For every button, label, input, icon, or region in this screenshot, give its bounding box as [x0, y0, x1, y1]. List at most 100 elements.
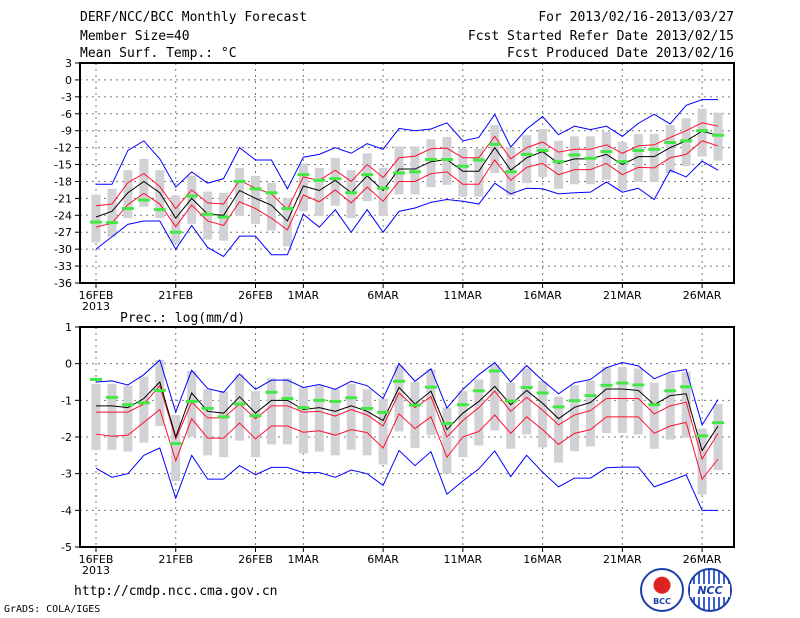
x-tick-label: 16MAR: [523, 289, 562, 302]
observed-marker: [345, 191, 358, 195]
ensemble-box: [266, 378, 276, 445]
ensemble-box: [378, 167, 388, 216]
ensemble-box: [570, 136, 579, 185]
x-tick-label: 21MAR: [603, 289, 642, 302]
bcc-logo-text: BCC: [653, 597, 671, 606]
observed-marker: [424, 385, 437, 389]
y-tick-label: -2: [61, 431, 72, 444]
observed-marker: [504, 170, 517, 174]
observed-marker: [568, 399, 581, 403]
ncc-logo: NCC: [688, 568, 732, 612]
y-tick-label: -5: [61, 541, 72, 554]
observed-marker: [201, 406, 214, 410]
observed-marker: [472, 389, 485, 393]
x-tick-label: 1MAR: [288, 553, 320, 566]
upper-spread-line: [96, 384, 719, 461]
ensemble-box: [298, 387, 308, 454]
lower-spread-line: [95, 140, 719, 231]
observed-marker: [584, 156, 597, 160]
observed-marker: [536, 391, 549, 395]
observed-marker: [249, 187, 262, 191]
ensemble-mean-line: [96, 381, 719, 452]
ensemble-box: [601, 131, 611, 180]
x-tick-label: 11MAR: [444, 289, 483, 302]
x-tick-label: 21FEB: [158, 289, 193, 302]
source-url[interactable]: http://cmdp.ncc.cma.gov.cn: [74, 584, 278, 599]
x-tick-label: 16MAR: [523, 553, 562, 566]
ensemble-box: [506, 382, 516, 449]
observed-marker: [440, 157, 453, 161]
ensemble-box: [410, 382, 420, 448]
observed-marker: [536, 148, 549, 152]
ensemble-box: [330, 389, 340, 456]
observed-marker: [105, 221, 118, 225]
observed-marker: [600, 150, 613, 154]
y-tick-label: -3: [61, 91, 72, 104]
y-tick-label: -30: [54, 243, 72, 256]
ensemble-box: [155, 360, 165, 426]
ensemble-box: [458, 148, 468, 197]
observed-marker: [616, 160, 629, 164]
x-tick-label: 26FEB: [238, 553, 273, 566]
observed-marker: [201, 212, 214, 216]
observed-marker: [265, 191, 278, 195]
ensemble-box: [107, 383, 117, 450]
observed-marker: [105, 395, 118, 399]
y-tick-label: 0: [65, 74, 72, 87]
ensemble-box: [282, 198, 292, 247]
ncc-logo-text: NCC: [690, 584, 730, 597]
observed-marker: [680, 139, 693, 143]
observed-marker: [648, 403, 661, 407]
observed-marker: [456, 164, 469, 168]
min-line: [95, 447, 719, 511]
x-tick-label: 6MAR: [367, 289, 399, 302]
x-tick-label: 11MAR: [444, 553, 483, 566]
ensemble-box: [171, 415, 181, 481]
x-tick-label: 21FEB: [158, 553, 193, 566]
observed-marker: [361, 173, 374, 177]
ensemble-box: [617, 366, 627, 433]
observed-marker: [265, 390, 278, 394]
observed-marker: [249, 414, 262, 418]
observed-marker: [169, 230, 182, 234]
refer-date: Fcst Started Refer Date 2013/02/15: [467, 29, 734, 44]
ensemble-box: [490, 364, 500, 431]
ensemble-box: [330, 157, 340, 206]
lower-spread-line: [95, 408, 719, 481]
observed-marker: [121, 207, 134, 211]
ensemble-box: [426, 139, 436, 188]
observed-marker: [488, 369, 501, 373]
ensemble-box: [235, 374, 245, 441]
ensemble-box: [633, 134, 643, 183]
observed-marker: [90, 220, 102, 224]
max-line: [96, 99, 719, 190]
ensemble-mean-line: [95, 130, 719, 222]
y-tick-label: -36: [54, 277, 72, 290]
y-tick-label: 3: [65, 57, 72, 70]
ensemble-box: [282, 378, 292, 445]
ensemble-box: [474, 379, 484, 446]
observed-marker: [377, 186, 390, 190]
ensemble-box: [585, 380, 595, 447]
observed-marker: [329, 177, 342, 181]
observed-marker: [696, 434, 709, 438]
ensemble-box: [665, 125, 675, 173]
y-tick-label: -21: [54, 192, 72, 205]
ensemble-box: [187, 371, 197, 437]
ensemble-box: [649, 134, 659, 183]
observed-marker: [712, 133, 725, 137]
observed-marker: [568, 153, 581, 157]
y-tick-label: -24: [54, 209, 72, 222]
observed-marker: [297, 406, 310, 410]
observed-marker: [281, 397, 294, 400]
grads-credit: GrADS: COLA/IGES: [4, 604, 101, 615]
observed-marker: [393, 171, 406, 175]
ensemble-box: [91, 383, 101, 450]
observed-marker: [345, 396, 358, 400]
ensemble-box: [123, 170, 133, 219]
observed-marker: [153, 208, 166, 212]
plot-frame: [79, 62, 735, 284]
year-label: 2013: [82, 300, 110, 313]
y-tick-label: -18: [54, 175, 72, 188]
ensemble-box: [697, 108, 707, 157]
